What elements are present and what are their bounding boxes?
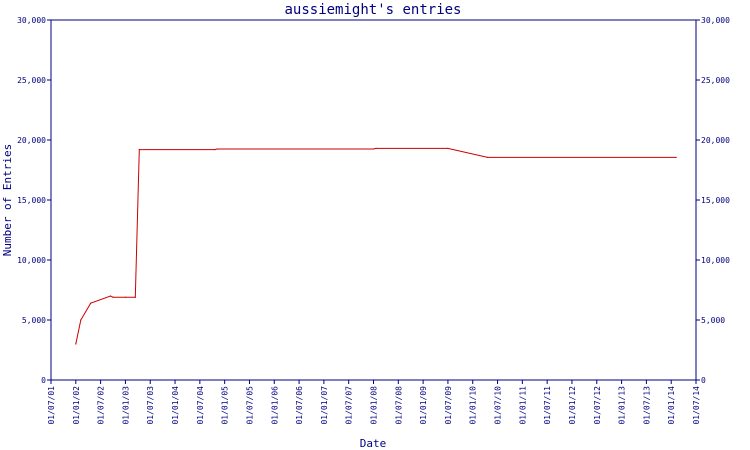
x-tick-label: 01/01/11 <box>518 386 527 425</box>
y-tick-label-left: 10,000 <box>17 256 46 265</box>
x-tick-label: 01/07/09 <box>444 386 453 425</box>
data-point <box>90 302 92 304</box>
y-tick-label-right: 15,000 <box>701 196 730 205</box>
x-tick-label: 01/01/07 <box>320 386 329 425</box>
data-point <box>447 147 449 149</box>
plot-area <box>50 19 697 381</box>
x-tick-label: 01/07/11 <box>543 386 552 425</box>
x-tick-label: 01/01/14 <box>667 386 676 425</box>
y-axis-ticks: 0 0 5,000 5,000 10,000 10,000 15,000 15,000 20,0… <box>17 16 730 385</box>
x-tick-label: 01/07/12 <box>593 386 602 425</box>
x-tick-label: 01/07/13 <box>642 386 651 425</box>
x-axis-ticks: 01/07/01 01/01/02 01/07/02 01/01/03 01/07/03… <box>47 380 701 425</box>
x-tick-label: 01/07/05 <box>245 386 254 425</box>
x-tick-label: 01/01/04 <box>171 386 180 425</box>
chart-title: aussiemight's entries <box>284 2 461 18</box>
y-tick-label-left: 30,000 <box>17 16 46 25</box>
y-tick-label-right: 5,000 <box>701 316 725 325</box>
data-point <box>487 156 489 158</box>
x-tick-label: 01/07/01 <box>47 386 56 425</box>
data-point <box>112 296 114 298</box>
y-tick-label-right: 30,000 <box>701 16 730 25</box>
x-tick-label: 01/01/06 <box>270 386 279 425</box>
series-layer <box>75 147 677 345</box>
y-tick-label-left: 20,000 <box>17 136 46 145</box>
data-point <box>216 148 218 150</box>
x-tick-label: 01/01/08 <box>370 386 379 425</box>
data-point <box>75 343 77 345</box>
x-tick-label: 01/07/02 <box>97 386 106 425</box>
data-point <box>214 149 216 151</box>
x-tick-label: 01/07/03 <box>146 386 155 425</box>
y-tick-label-right: 10,000 <box>701 256 730 265</box>
x-tick-label: 01/01/09 <box>419 386 428 425</box>
x-tick-label: 01/07/10 <box>494 386 503 425</box>
y-tick-label-right: 0 <box>701 376 706 385</box>
x-tick-label: 01/07/07 <box>345 386 354 425</box>
x-tick-label: 01/01/03 <box>121 386 130 425</box>
x-tick-label: 01/01/02 <box>72 386 81 425</box>
data-point <box>138 149 140 151</box>
data-point <box>124 296 127 298</box>
y-tick-label-left: 0 <box>41 376 46 385</box>
data-point <box>134 296 136 298</box>
y-tick-label-right: 20,000 <box>701 136 730 145</box>
x-tick-label: 01/01/10 <box>469 386 478 425</box>
y-tick-label-left: 5,000 <box>22 316 46 325</box>
data-point <box>675 156 677 158</box>
y-axis-label: Number of Entries <box>1 144 14 257</box>
x-tick-label: 01/01/12 <box>568 386 577 425</box>
y-tick-label-left: 15,000 <box>17 196 46 205</box>
x-tick-label: 01/07/06 <box>295 386 304 425</box>
x-tick-label: 01/07/08 <box>394 386 403 425</box>
y-tick-label-left: 25,000 <box>17 76 46 85</box>
y-tick-label-right: 25,000 <box>701 76 730 85</box>
data-point <box>109 295 112 297</box>
data-point <box>375 147 377 149</box>
x-axis-label: Date <box>360 437 387 450</box>
x-tick-label: 01/01/05 <box>221 386 230 425</box>
data-point <box>372 148 375 150</box>
x-tick-label: 01/07/04 <box>196 386 205 425</box>
x-tick-label: 01/07/14 <box>692 386 701 425</box>
x-tick-label: 01/01/13 <box>618 386 627 425</box>
data-point <box>80 319 82 321</box>
